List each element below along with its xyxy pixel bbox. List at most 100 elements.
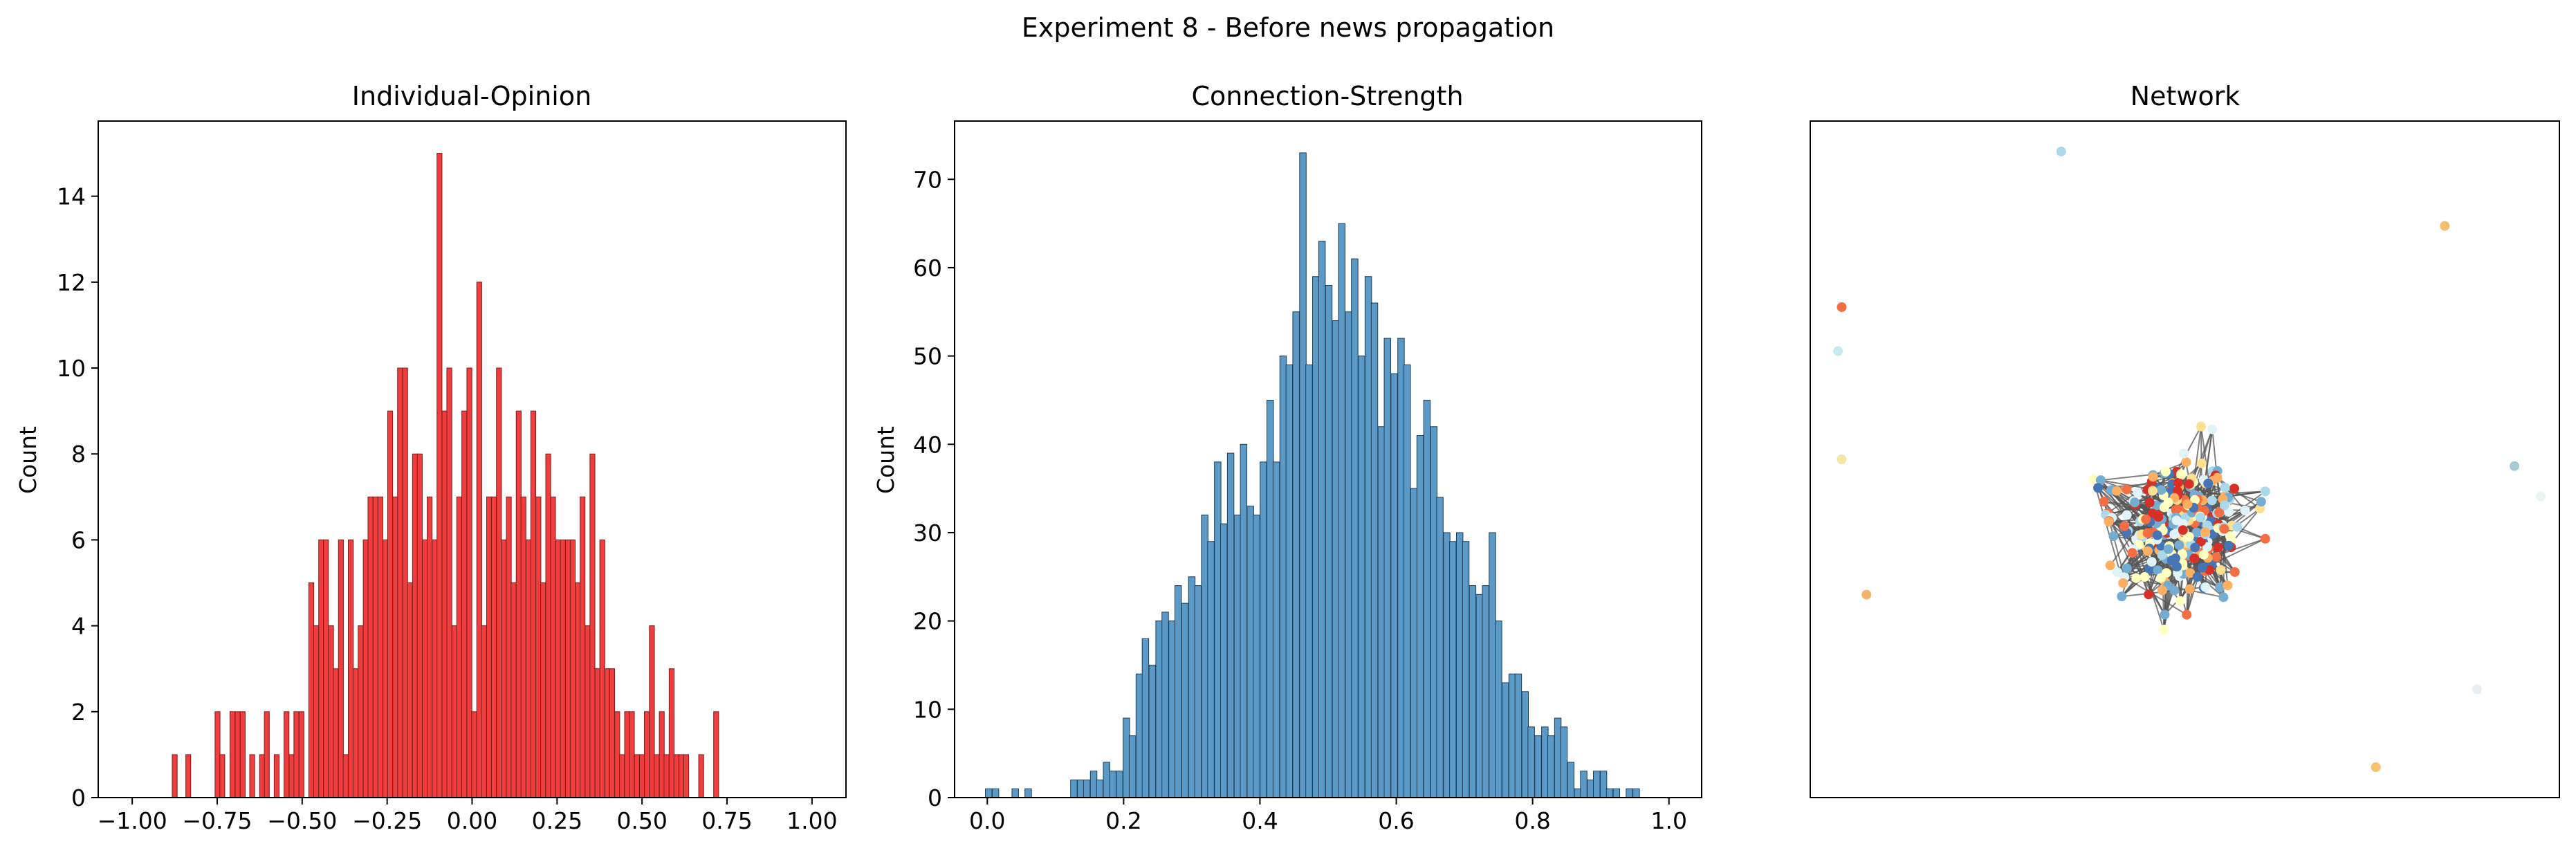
opinion-bar bbox=[540, 582, 546, 798]
opinion-bar bbox=[679, 754, 685, 798]
opinion-axis-ticks: −1.00 −0.75 −0.50 −0.25 0.00 0.25 0.50 0.75 1.00… bbox=[57, 183, 838, 834]
opinion-bar bbox=[575, 582, 581, 798]
strength-bar bbox=[1103, 762, 1110, 798]
strength-bar bbox=[1560, 726, 1568, 798]
opinion-bar bbox=[510, 582, 517, 798]
network-nodes bbox=[1833, 147, 2546, 772]
network-node bbox=[2093, 483, 2104, 493]
opinion-bar bbox=[639, 754, 645, 798]
network-node bbox=[2153, 565, 2163, 576]
opinion-bar bbox=[436, 153, 443, 798]
strength-bar bbox=[1632, 788, 1640, 798]
strength-ytick-label: 50 bbox=[913, 343, 942, 370]
strength-ytick-label: 60 bbox=[913, 255, 942, 282]
strength-bar bbox=[1279, 356, 1287, 798]
strength-bar bbox=[1161, 612, 1169, 798]
opinion-bar bbox=[535, 496, 542, 798]
opinion-bar bbox=[589, 453, 596, 798]
network-node bbox=[2189, 495, 2200, 505]
network-edge bbox=[2092, 479, 2124, 584]
opinion-bar bbox=[580, 496, 586, 798]
network-node bbox=[2175, 596, 2185, 606]
strength-bar bbox=[1201, 514, 1208, 798]
opinion-bar bbox=[293, 711, 300, 798]
network-node bbox=[2218, 592, 2229, 603]
strength-bar bbox=[1416, 435, 1424, 798]
strength-bar bbox=[1109, 771, 1116, 798]
strength-xtick-label: 0.8 bbox=[1514, 807, 1550, 834]
opinion-bar bbox=[515, 410, 522, 798]
strength-ytick-label: 40 bbox=[913, 431, 942, 458]
opinion-bar bbox=[530, 410, 537, 798]
strength-bar bbox=[1083, 779, 1091, 798]
strength-bar bbox=[1534, 735, 1542, 798]
network-node bbox=[2142, 528, 2153, 538]
strength-bar bbox=[1305, 364, 1313, 798]
network-edge bbox=[2175, 426, 2202, 472]
strength-bar bbox=[1462, 541, 1470, 798]
strength-bar bbox=[1436, 497, 1444, 798]
network-node bbox=[2099, 497, 2109, 507]
strength-axis-ticks: 0.0 0.2 0.4 0.6 0.8 1.0 0 10 20 30 40 50 60 70 bbox=[913, 166, 1687, 834]
opinion-bar bbox=[249, 754, 255, 798]
strength-bar bbox=[1194, 585, 1202, 798]
opinion-bar bbox=[525, 539, 532, 798]
strength-bar bbox=[1181, 603, 1189, 798]
opinion-bar bbox=[323, 539, 329, 798]
network-node bbox=[2174, 540, 2184, 551]
opinion-bar bbox=[594, 668, 600, 798]
network-node bbox=[2220, 482, 2230, 493]
network-node bbox=[2181, 457, 2191, 468]
network-node bbox=[2161, 568, 2171, 578]
opinion-bar bbox=[432, 539, 438, 798]
network-edge bbox=[2202, 429, 2214, 501]
network-node bbox=[1861, 589, 1872, 600]
strength-bar bbox=[1024, 788, 1032, 798]
strength-xtick-label: 0.6 bbox=[1378, 807, 1414, 834]
strength-bar bbox=[1508, 673, 1516, 798]
network-node bbox=[2112, 486, 2122, 496]
opinion-bar bbox=[328, 625, 334, 798]
opinion-bar bbox=[599, 539, 605, 798]
opinion-bar bbox=[490, 496, 497, 798]
opinion-panel: Individual-Opinion Count −1.00 −0.75 −0.50… bbox=[15, 81, 847, 834]
strength-bar bbox=[1188, 576, 1196, 798]
opinion-bar bbox=[501, 539, 507, 798]
strength-bar bbox=[1116, 771, 1123, 798]
opinion-ytick-label: 6 bbox=[71, 526, 86, 553]
network-node bbox=[2122, 563, 2132, 573]
strength-bar bbox=[1207, 541, 1215, 798]
network-node bbox=[2113, 567, 2123, 578]
network-node bbox=[2156, 485, 2166, 495]
network-node bbox=[2213, 542, 2223, 553]
network-node bbox=[2144, 564, 2155, 574]
opinion-bar bbox=[318, 539, 324, 798]
opinion-bar bbox=[338, 539, 344, 798]
strength-bar bbox=[1338, 223, 1345, 798]
network-node bbox=[2122, 484, 2132, 495]
strength-bar bbox=[1443, 532, 1451, 798]
opinion-bar bbox=[545, 453, 551, 798]
strength-bar bbox=[1547, 735, 1555, 798]
network-node bbox=[2178, 525, 2188, 535]
network-node bbox=[2211, 552, 2221, 562]
strength-bar bbox=[1011, 788, 1019, 798]
network-node bbox=[2196, 458, 2207, 468]
network-node bbox=[2146, 557, 2157, 567]
network-node bbox=[2219, 500, 2229, 511]
opinion-bar bbox=[668, 668, 675, 798]
opinion-ytick-label: 4 bbox=[71, 613, 86, 640]
network-node bbox=[2118, 578, 2128, 588]
opinion-bar bbox=[476, 282, 482, 798]
strength-bar bbox=[1089, 771, 1098, 798]
network-node bbox=[2105, 560, 2115, 571]
strength-bar bbox=[1148, 664, 1156, 798]
strength-bar bbox=[1351, 258, 1359, 798]
opinion-bar bbox=[713, 711, 719, 798]
network-node bbox=[2169, 585, 2180, 596]
network-node bbox=[2219, 524, 2229, 534]
opinion-bar bbox=[377, 496, 383, 798]
network-node bbox=[2225, 531, 2235, 542]
opinion-xtick-label: −1.00 bbox=[98, 807, 167, 834]
